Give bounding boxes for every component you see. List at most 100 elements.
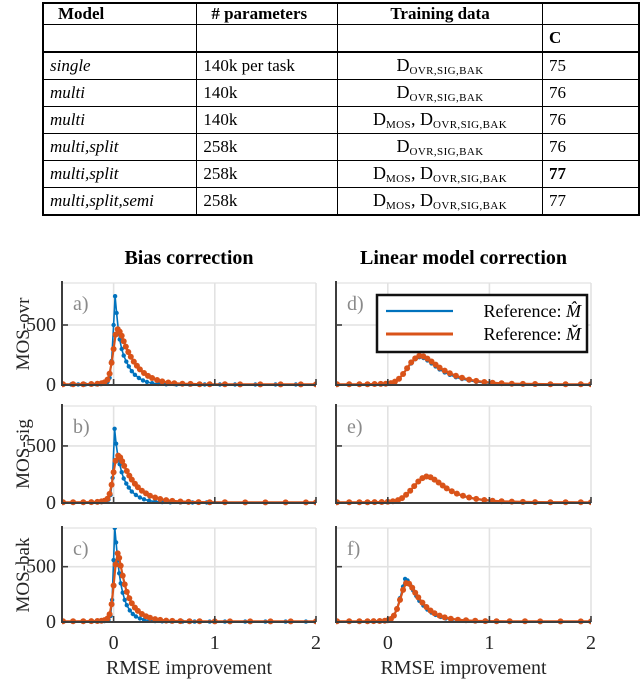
series-line [63, 528, 316, 623]
series-marker [127, 353, 134, 360]
x-tick-label: 0 [383, 632, 393, 654]
x-tick-label: 1 [210, 632, 220, 654]
series-marker [111, 557, 116, 563]
training-data-symbol: D [372, 190, 386, 210]
training-data-symbol: D [396, 82, 410, 102]
series-marker [400, 586, 407, 593]
training-data-subscript: MOS [385, 173, 411, 185]
training-data-subscript: MOS [385, 200, 411, 212]
series-marker [137, 616, 143, 621]
table-subheader-cell: C [542, 24, 640, 53]
series-marker [396, 375, 402, 382]
training-data-subscript: OVR,SIG,BAK [409, 146, 484, 158]
series-marker [412, 589, 419, 596]
series-marker [136, 366, 143, 373]
panel-e: e) [335, 404, 592, 506]
series-marker [117, 562, 124, 569]
panel-curves [336, 473, 591, 506]
series-marker [112, 457, 119, 464]
series-marker [448, 488, 455, 495]
series-marker [113, 540, 119, 545]
series-marker [121, 476, 126, 481]
series-marker [473, 377, 480, 384]
training-data-cell: DOVR,SIG,BAK [337, 79, 543, 107]
training-data-cell: DMOS, DOVR,SIG,BAK [337, 106, 543, 134]
series-marker [152, 616, 159, 623]
model-cell: single [42, 51, 198, 80]
series-marker [147, 492, 153, 499]
series-marker [446, 370, 453, 377]
table-header-cell [542, 2, 640, 25]
series-marker [125, 349, 132, 355]
training-data-subscript: MOS [385, 119, 411, 131]
training-data-cell: DMOS, DOVR,SIG,BAK [337, 160, 543, 188]
table-row: multi 140k DOVR,SIG,BAK 76 [42, 79, 640, 107]
series-marker [447, 615, 454, 622]
series-marker [144, 379, 150, 385]
series-marker [466, 376, 473, 383]
training-data-symbol: D [372, 109, 386, 129]
x-axis-label-left: RMSE improvement [105, 657, 273, 679]
training-data-symbol: D [396, 136, 410, 156]
series-marker [129, 489, 134, 494]
series-marker [106, 611, 113, 618]
parameters-cell: 258k [196, 133, 339, 161]
training-data-subscript: OVR,SIG,BAK [409, 65, 484, 77]
series-marker [114, 310, 119, 316]
table-subheader-row: C [42, 24, 640, 53]
plot-column-title-bias: Bias correction [124, 247, 254, 269]
y-tick-label: 0 [46, 374, 56, 396]
series-marker [108, 481, 115, 488]
series-marker [133, 492, 139, 498]
series-marker [121, 462, 128, 469]
series-marker [415, 478, 422, 485]
series-marker [128, 476, 135, 483]
series-marker [481, 379, 488, 385]
y-tick-label: 500 [26, 435, 56, 457]
histogram-panels-svg: a) 0 500 d) b) 0 500 e) c) 0 500 0 1 2 f) 0 1 2 Reference:… [26, 281, 596, 654]
series-marker [397, 596, 403, 603]
series-marker [112, 294, 118, 299]
series-marker [157, 496, 164, 502]
model-cell: multi [42, 106, 198, 134]
series-marker [399, 495, 405, 502]
series-marker [119, 346, 124, 352]
series-marker [119, 458, 126, 465]
table-subheader-cell [337, 24, 543, 53]
series-marker [407, 487, 414, 494]
panel-letter: f) [347, 538, 360, 560]
plot-column-title-linear: Linear model correction [360, 247, 567, 269]
training-data-cell: DMOS, DOVR,SIG,BAK [337, 187, 543, 216]
panel-letter: c) [73, 538, 89, 560]
y-tick-label: 500 [26, 556, 56, 578]
table-header-cell: Training data [337, 2, 543, 25]
panel-curves [336, 352, 591, 388]
table-header-row: Model # parameters Training data [42, 2, 640, 25]
series-marker [408, 359, 415, 366]
x-axis-label-right: RMSE improvement [380, 657, 547, 679]
series-marker [140, 378, 146, 383]
legend-entry-label: Reference: M̆ [484, 323, 582, 344]
series-marker [466, 494, 473, 501]
series-marker [460, 492, 466, 499]
series-marker [127, 608, 132, 613]
metric-cell: 76 [542, 79, 640, 107]
series-line [337, 356, 591, 386]
series-marker [112, 528, 117, 531]
training-data-symbol: , D [411, 163, 433, 183]
series-marker [126, 595, 133, 602]
series-marker [481, 497, 488, 503]
model-cell: multi,split,semi [42, 187, 198, 216]
x-tick-label: 0 [109, 632, 119, 654]
series-marker [443, 485, 450, 492]
table-row: multi,split 258k DMOS, DOVR,SIG,BAK 77 [42, 160, 640, 188]
series-marker [130, 358, 137, 365]
series-line [63, 552, 316, 623]
panel-curves [62, 426, 316, 506]
series-marker [124, 603, 129, 608]
series-marker [123, 468, 130, 474]
series-marker [112, 426, 117, 431]
series-marker [112, 331, 119, 338]
panel-letter: d) [347, 293, 364, 315]
